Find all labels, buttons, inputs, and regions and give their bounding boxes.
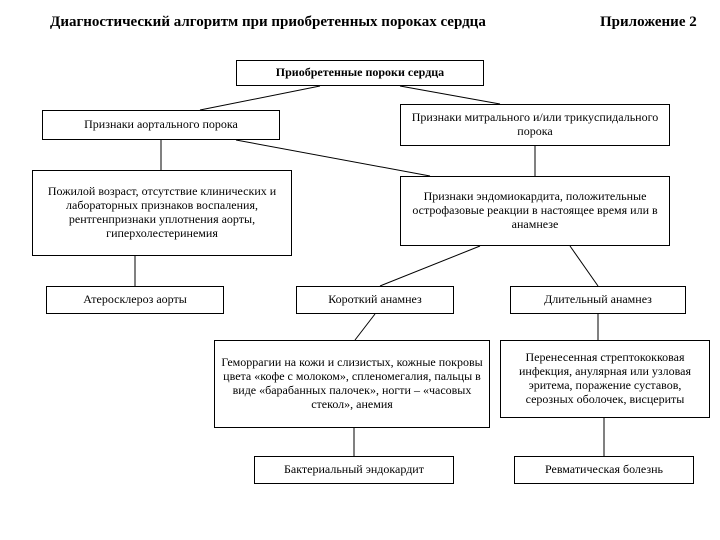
node-bact: Бактериальный эндокардит — [254, 456, 454, 484]
node-rheum: Ревматическая болезнь — [514, 456, 694, 484]
node-label: Бактериальный эндокардит — [284, 463, 424, 477]
node-label: Ревматическая болезнь — [545, 463, 663, 477]
main-title: Диагностический алгоритм при приобретенн… — [50, 14, 486, 31]
node-label: Признаки эндомиокардита, положительные о… — [407, 190, 663, 231]
node-root: Приобретенные пороки сердца — [236, 60, 484, 86]
node-long: Длительный анамнез — [510, 286, 686, 314]
node-label: Пожилой возраст, отсутствие клинических … — [39, 185, 285, 240]
node-label: Атеросклероз аорты — [83, 293, 187, 307]
node-mitral: Признаки митрального и/или трикуспидальн… — [400, 104, 670, 146]
node-label: Геморрагии на кожи и слизистых, кожные п… — [221, 356, 483, 411]
diagram-canvas: Диагностический алгоритм при приобретенн… — [0, 0, 720, 540]
node-label: Приобретенные пороки сердца — [276, 66, 444, 80]
node-label: Перенесенная стрептококковая инфекция, а… — [507, 351, 703, 406]
node-label: Признаки аортального порока — [84, 118, 238, 132]
node-label: Короткий анамнез — [328, 293, 421, 307]
node-strep: Перенесенная стрептококковая инфекция, а… — [500, 340, 710, 418]
node-athero: Атеросклероз аорты — [46, 286, 224, 314]
node-hemorrhage: Геморрагии на кожи и слизистых, кожные п… — [214, 340, 490, 428]
appendix-label: Приложение 2 — [600, 14, 697, 31]
node-short: Короткий анамнез — [296, 286, 454, 314]
node-label: Длительный анамнез — [544, 293, 652, 307]
node-elderly: Пожилой возраст, отсутствие клинических … — [32, 170, 292, 256]
node-endomyo: Признаки эндомиокардита, положительные о… — [400, 176, 670, 246]
node-label: Признаки митрального и/или трикуспидальн… — [407, 111, 663, 139]
node-aortic: Признаки аортального порока — [42, 110, 280, 140]
